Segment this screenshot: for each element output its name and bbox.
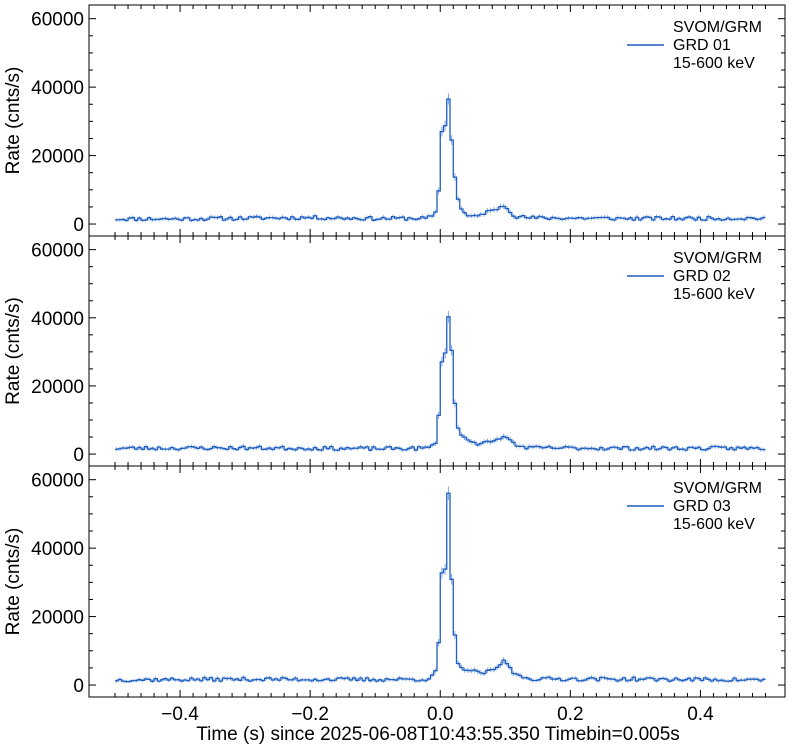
legend-entry: SVOM/GRM <box>673 250 762 267</box>
panel-2: 0 20000 40000 60000 Rate (cnts/s) SVOM/GRMGRD… <box>3 235 786 467</box>
legend-entry: GRD 02 <box>673 268 731 285</box>
y-tick-label: 0 <box>73 445 84 466</box>
series-line <box>115 316 766 451</box>
legend-entry: 15-600 keV <box>673 55 755 72</box>
panel-1: 0 20000 40000 60000 Rate (cnts/s) SVOM/GRMGRD… <box>3 4 786 237</box>
x-tick-label: 0.0 <box>427 704 453 725</box>
y-axis-title: Rate (cnts/s) <box>3 67 24 175</box>
y-tick-label: 60000 <box>31 241 84 262</box>
x-tick-label: 0.4 <box>687 704 714 725</box>
x-tick-label: −0.4 <box>161 704 199 725</box>
y-tick-label: 0 <box>73 215 84 236</box>
axes-frame <box>88 465 786 698</box>
ticks <box>89 236 785 466</box>
ticks <box>89 466 785 697</box>
ticks <box>89 5 785 236</box>
legend-entry: GRD 03 <box>673 498 731 515</box>
x-axis-title: Time (s) since 2025-06-08T10:43:55.350 T… <box>196 724 680 745</box>
series-line <box>115 492 766 683</box>
x-tick-label: −0.2 <box>291 704 329 725</box>
y-tick-label: 20000 <box>31 608 84 629</box>
legend-entry: SVOM/GRM <box>673 480 762 497</box>
legend-entry: 15-600 keV <box>673 286 755 303</box>
y-axis-title: Rate (cnts/s) <box>3 297 24 405</box>
y-tick-label: 20000 <box>31 147 84 168</box>
y-tick-label: 60000 <box>31 471 84 492</box>
legend-entry: 15-600 keV <box>673 516 755 533</box>
y-axis-title: Rate (cnts/s) <box>3 528 24 636</box>
y-tick-label: 20000 <box>31 377 84 398</box>
legend-entry: GRD 01 <box>673 37 731 54</box>
y-tick-label: 40000 <box>31 78 84 99</box>
y-tick-label: 0 <box>73 676 84 697</box>
x-tick-label: 0.2 <box>557 704 583 725</box>
series-line <box>115 98 766 222</box>
panel-3: 0 20000 40000 60000 Rate (cnts/s) SVOM/GRMGRD… <box>3 465 786 725</box>
y-tick-label: 40000 <box>31 309 84 330</box>
legend-entry: SVOM/GRM <box>673 19 762 36</box>
y-tick-label: 40000 <box>31 539 84 560</box>
y-tick-label: 60000 <box>31 10 84 31</box>
